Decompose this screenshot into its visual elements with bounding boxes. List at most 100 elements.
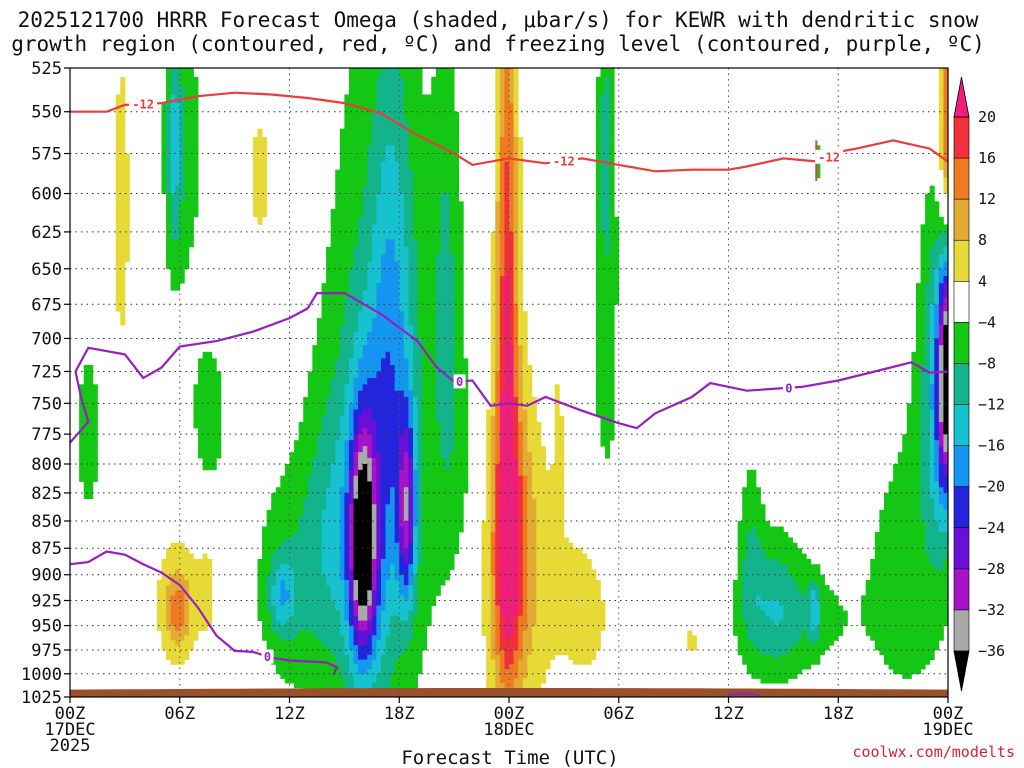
omega-cell (403, 76, 423, 87)
omega-cell (920, 464, 931, 471)
omega-cell (595, 283, 620, 291)
omega-cell (376, 311, 405, 319)
omega-cell (431, 76, 455, 87)
omega-cell (486, 440, 492, 447)
omega-cell (179, 224, 194, 233)
omega-cell (929, 384, 935, 392)
omega-cell (449, 452, 469, 459)
omega-cell (504, 311, 510, 319)
omega-cell (513, 421, 519, 429)
omega-cell (509, 635, 519, 641)
omega-cell (509, 664, 519, 670)
omega-cell (348, 421, 354, 429)
omega-cell (495, 103, 501, 113)
omega-cell (422, 458, 446, 465)
omega-cell (412, 481, 418, 488)
omega-cell (376, 201, 405, 210)
omega-cell (600, 209, 611, 218)
omega-cell (883, 654, 935, 660)
omega-cell (257, 610, 272, 617)
omega-cell (175, 590, 185, 596)
omega-cell (737, 640, 752, 646)
omega-cell (938, 268, 948, 277)
omega-cell (353, 498, 373, 505)
omega-cell (417, 275, 437, 284)
omega-cell (170, 224, 181, 233)
omega-cell (376, 645, 386, 651)
omega-cell (408, 645, 428, 651)
omega-cell (504, 297, 510, 305)
omega-cell (733, 610, 743, 617)
omega-cell (518, 297, 524, 305)
omega-cell (522, 397, 537, 404)
omega-cell (371, 231, 405, 240)
omega-cell (353, 452, 359, 459)
omega-cell (518, 446, 524, 453)
omega-cell (513, 615, 519, 621)
omega-cell (298, 521, 322, 527)
omega-cell (271, 595, 281, 601)
omega-cell (408, 492, 414, 500)
omega-cell (376, 290, 400, 298)
omega-cell (161, 574, 172, 581)
omega-cell (422, 371, 437, 379)
omega-cell (943, 504, 948, 511)
omega-cell (938, 68, 944, 78)
omega-cell (326, 246, 354, 255)
omega-cell (920, 364, 931, 372)
omega-cell (440, 446, 455, 453)
omega-cell (385, 351, 391, 359)
omega-cell (412, 331, 418, 339)
omega-cell (412, 469, 418, 477)
omega-cell (280, 673, 341, 679)
omega-cell (499, 338, 505, 346)
omega-cell (83, 481, 94, 488)
omega-cell (394, 531, 400, 538)
omega-cell (371, 452, 382, 459)
x-tick-label: 12Z (274, 704, 305, 724)
y-tick-label: 925 (31, 591, 62, 611)
omega-cell (257, 128, 263, 138)
omega-cell (778, 600, 812, 606)
colorbar-bin (953, 363, 970, 406)
omega-cell (906, 403, 921, 410)
omega-cell (417, 304, 437, 312)
omega-cell (536, 504, 565, 511)
omega-cell (417, 504, 423, 511)
omega-cell (115, 216, 130, 225)
omega-cell (486, 492, 492, 500)
omega-cell (321, 283, 350, 291)
omega-cell (499, 216, 505, 225)
omega-cell (765, 548, 803, 555)
omega-cell (481, 537, 492, 544)
omega-cell (348, 564, 354, 570)
omega-cell (298, 526, 322, 533)
omega-cell (600, 103, 611, 113)
omega-cell (509, 209, 514, 218)
omega-cell (504, 94, 510, 104)
omega-cell (188, 579, 213, 586)
omega-cell (499, 664, 505, 670)
omega-cell (294, 610, 341, 617)
omega-cell (403, 649, 423, 656)
omega-cell (481, 579, 492, 586)
omega-cell (399, 504, 405, 511)
omega-cell (879, 509, 921, 516)
omega-cell (605, 446, 610, 453)
omega-cell (417, 261, 437, 270)
omega-cell (376, 615, 382, 621)
omega-cell (513, 216, 519, 225)
omega-cell (321, 521, 341, 527)
omega-cell (353, 475, 359, 482)
omega-cell (861, 620, 948, 626)
omega-cell (522, 452, 533, 459)
omega-cell (403, 537, 409, 544)
omega-cell (595, 275, 620, 284)
omega-cell (481, 548, 492, 555)
omega-cell (454, 397, 469, 404)
omega-cell (495, 161, 501, 171)
omega-cell (417, 475, 423, 482)
omega-cell (184, 605, 190, 611)
omega-cell (198, 440, 222, 447)
omega-cell (408, 487, 414, 494)
